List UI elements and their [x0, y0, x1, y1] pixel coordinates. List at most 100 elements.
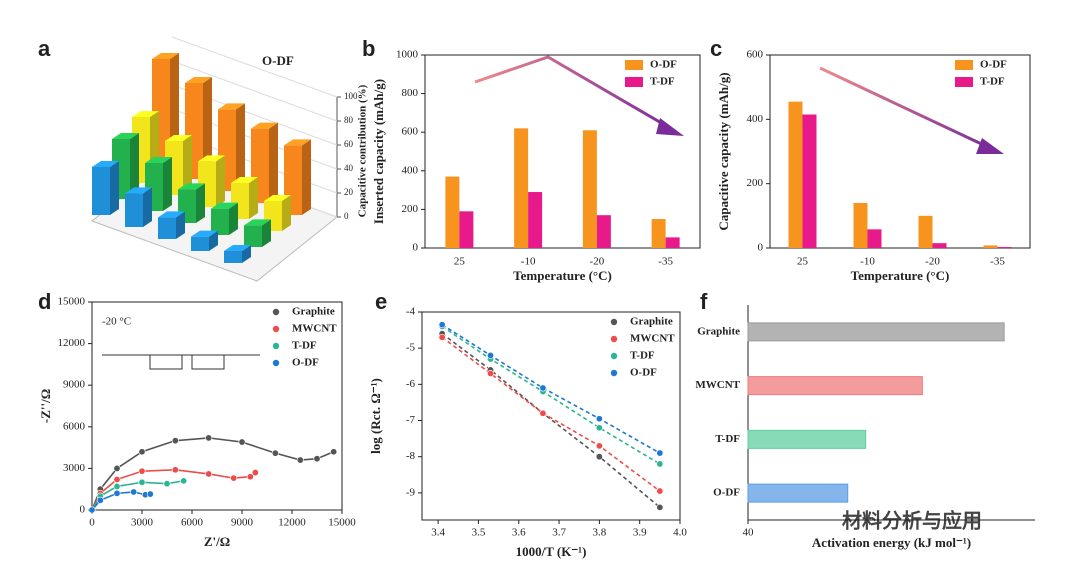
- y-tick-label: 200: [747, 177, 764, 189]
- legend-label: MWCNT: [292, 323, 337, 335]
- data-point: [438, 321, 446, 329]
- bar: [651, 219, 666, 248]
- data-point: [539, 409, 547, 417]
- bar: [596, 215, 611, 248]
- bar-top: [158, 211, 185, 218]
- bar-top: [231, 177, 258, 183]
- legend-marker: [610, 318, 618, 326]
- bar-top: [191, 230, 218, 237]
- bar: [932, 243, 947, 248]
- bar: [158, 211, 185, 239]
- bar: [514, 128, 529, 248]
- bar-side: [183, 135, 192, 195]
- panel-label: c: [710, 36, 722, 61]
- z-tick-label: 0: [344, 211, 349, 221]
- data-point: [656, 503, 664, 511]
- bar-top: [185, 77, 212, 83]
- legend-marker: [610, 352, 618, 360]
- x-tick-label: 4.0: [673, 527, 687, 539]
- x-tick-label: 3.7: [552, 527, 566, 539]
- bar-side: [249, 177, 258, 219]
- data-point: [438, 333, 446, 341]
- y-tick-label: MWCNT: [695, 379, 740, 391]
- bar-side: [209, 230, 218, 251]
- bar-side: [229, 202, 238, 235]
- bar: [853, 202, 868, 248]
- y-tick-label: 800: [402, 87, 419, 99]
- y-tick-label: -8: [406, 450, 416, 462]
- data-point: [113, 489, 121, 497]
- y-tick-label: 1000: [396, 49, 419, 61]
- x-tick-label: 3.8: [593, 527, 607, 539]
- legend-label: O-DF: [980, 59, 1007, 71]
- arrow-head: [656, 118, 684, 136]
- grid-line: [171, 36, 338, 98]
- y-tick-label: O-DF: [713, 487, 740, 499]
- bar: [747, 322, 1005, 342]
- bar-top: [211, 202, 238, 209]
- y-tick-label: -6: [406, 378, 416, 390]
- bar: [224, 245, 251, 263]
- bar-side: [163, 157, 172, 211]
- bar: [231, 177, 258, 219]
- data-point: [113, 464, 121, 472]
- data-point: [130, 488, 138, 496]
- x-axis-label: Temperature (°C): [513, 268, 612, 283]
- y-tick-label: 0: [413, 242, 419, 254]
- x-axis-label: Activation energy (kJ mol⁻¹): [812, 535, 971, 550]
- legend-label: MWCNT: [630, 333, 675, 345]
- bar-front: [125, 193, 143, 227]
- x-tick-label: -20: [925, 256, 940, 268]
- series-line: [441, 323, 661, 454]
- x-tick-label: -35: [658, 256, 673, 268]
- bar-side: [196, 183, 205, 223]
- series-line: [441, 333, 661, 508]
- legend-label: Graphite: [630, 316, 673, 328]
- x-tick-label: -35: [990, 256, 1005, 268]
- bar-side: [262, 219, 271, 247]
- bar: [582, 130, 597, 248]
- bar: [983, 245, 998, 248]
- data-point: [656, 449, 664, 457]
- data-point: [113, 475, 121, 483]
- y-tick-label: 400: [402, 164, 419, 176]
- bar-top: [218, 103, 245, 110]
- x-tick-label: 25: [454, 256, 466, 268]
- data-point: [296, 456, 304, 464]
- x-tick-label: 6000: [181, 517, 204, 529]
- bar-top: [145, 157, 172, 163]
- panel-label: b: [362, 36, 375, 61]
- x-axis-label: 1000/T (K⁻¹): [516, 544, 587, 559]
- y-axis-label: -Z''/Ω: [38, 389, 53, 423]
- x-tick-label: 12000: [278, 517, 306, 529]
- data-point: [487, 369, 495, 377]
- x-tick-label: -10: [521, 256, 536, 268]
- data-point: [595, 453, 603, 461]
- x-tick-label: -10: [860, 256, 875, 268]
- bar: [747, 376, 923, 396]
- x-tick-label: 3.9: [633, 527, 647, 539]
- bar-front: [92, 167, 110, 215]
- bar-side: [282, 195, 291, 231]
- y-tick-label: 9000: [63, 379, 86, 391]
- x-tick-label: 9000: [231, 517, 254, 529]
- bar: [284, 139, 311, 215]
- data-point: [205, 434, 213, 442]
- bar: [747, 483, 849, 503]
- data-point: [246, 473, 254, 481]
- bar-side: [216, 155, 225, 207]
- bar: [802, 114, 817, 248]
- data-point: [146, 490, 154, 498]
- x-tick-label: 3.6: [512, 527, 526, 539]
- y-tick-label: -4: [406, 306, 416, 318]
- y-tick-label: 600: [402, 126, 419, 138]
- y-tick-label: 0: [80, 504, 86, 516]
- bar: [788, 101, 803, 249]
- z-tick-label: 100: [344, 91, 358, 101]
- legend-label: T-DF: [980, 76, 1005, 88]
- x-tick-label: 3000: [131, 517, 154, 529]
- x-tick-label: 25: [797, 256, 809, 268]
- y-tick-label: Graphite: [697, 325, 740, 337]
- data-point: [163, 480, 171, 488]
